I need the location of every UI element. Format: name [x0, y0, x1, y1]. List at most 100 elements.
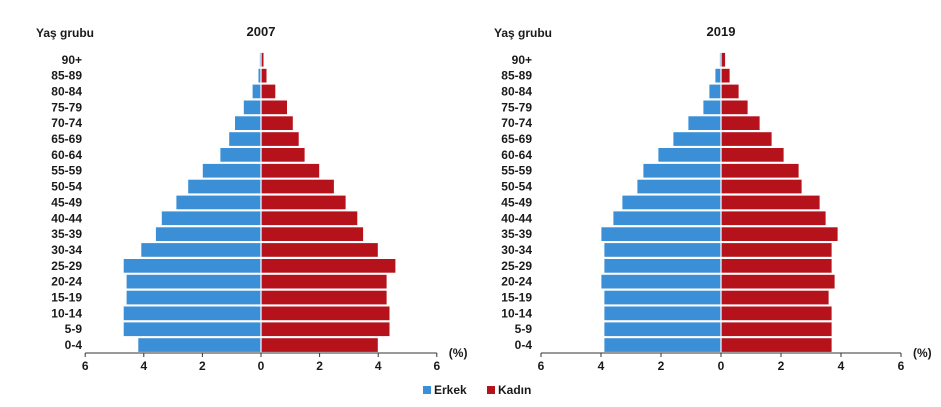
age-label-45-49: 45-49 — [501, 195, 532, 209]
bar-erkek-45-49 — [175, 194, 262, 211]
age-label-70-74: 70-74 — [501, 116, 532, 130]
bar-erkek-0-4 — [603, 337, 722, 353]
bar-kadin-85-89 — [720, 68, 731, 84]
bar-kadin-80-84 — [260, 83, 277, 100]
x-tick-label: 2 — [199, 359, 206, 373]
bar-erkek-75-79 — [242, 99, 262, 115]
age-label-45-49: 45-49 — [51, 195, 82, 209]
age-label-50-54: 50-54 — [501, 180, 532, 194]
age-label-65-69: 65-69 — [501, 132, 532, 146]
bar-kadin-20-24 — [720, 273, 836, 290]
bar-erkek-5-9 — [603, 321, 722, 337]
bar-kadin-65-69 — [720, 131, 773, 147]
bar-erkek-55-59 — [642, 163, 722, 179]
bar-erkek-35-39 — [155, 226, 262, 242]
x-tick-label: 0 — [258, 359, 265, 373]
legend-swatch-erkek — [423, 386, 431, 394]
age-label-10-14: 10-14 — [501, 306, 532, 320]
bar-erkek-20-24 — [600, 273, 722, 290]
bar-erkek-20-24 — [125, 273, 262, 290]
x-tick-label: 4 — [375, 359, 382, 373]
bar-erkek-10-14 — [603, 305, 722, 322]
legend: Erkek Kadın — [423, 383, 531, 397]
legend-swatch-kadin — [487, 386, 495, 394]
bar-kadin-0-4 — [720, 337, 833, 353]
x-tick-label: 2 — [658, 359, 665, 373]
age-label-20-24: 20-24 — [501, 275, 532, 289]
age-label-85-89: 85-89 — [501, 69, 532, 83]
age-label-70-74: 70-74 — [51, 116, 82, 130]
age-label-0-4: 0-4 — [515, 338, 533, 352]
age-label-80-84: 80-84 — [501, 85, 532, 99]
bar-erkek-40-44 — [160, 210, 262, 226]
bar-kadin-50-54 — [720, 178, 803, 195]
age-label-55-59: 55-59 — [501, 164, 532, 178]
bar-erkek-40-44 — [612, 210, 722, 226]
bar-kadin-30-34 — [720, 242, 833, 258]
bar-erkek-65-69 — [228, 131, 262, 147]
age-label-30-34: 30-34 — [51, 243, 82, 257]
bar-kadin-35-39 — [720, 226, 839, 242]
bar-kadin-60-64 — [720, 147, 785, 163]
bar-kadin-10-14 — [260, 305, 391, 322]
age-label-5-9: 5-9 — [65, 322, 83, 336]
bar-kadin-15-19 — [720, 289, 830, 306]
bar-kadin-75-79 — [260, 99, 288, 115]
bar-erkek-55-59 — [201, 163, 262, 179]
bar-erkek-10-14 — [122, 305, 262, 322]
bar-kadin-65-69 — [260, 131, 300, 147]
age-label-5-9: 5-9 — [515, 322, 533, 336]
bar-erkek-60-64 — [657, 147, 722, 163]
bar-kadin-45-49 — [260, 194, 347, 211]
bar-kadin-70-74 — [260, 115, 294, 131]
bar-kadin-25-29 — [720, 258, 833, 274]
bar-kadin-5-9 — [260, 321, 391, 337]
bar-kadin-15-19 — [260, 289, 388, 306]
bar-kadin-60-64 — [260, 147, 306, 163]
age-label-55-59: 55-59 — [51, 164, 82, 178]
chart-title: 2019 — [707, 24, 736, 39]
age-label-85-89: 85-89 — [51, 69, 82, 83]
age-label-10-14: 10-14 — [51, 306, 82, 320]
age-label-25-29: 25-29 — [501, 259, 532, 273]
bar-erkek-50-54 — [636, 178, 722, 195]
bar-kadin-75-79 — [720, 99, 749, 115]
bar-erkek-25-29 — [603, 258, 722, 274]
bar-kadin-45-49 — [720, 194, 821, 211]
bar-erkek-15-19 — [125, 289, 262, 306]
bar-erkek-70-74 — [687, 115, 722, 131]
age-label-90+: 90+ — [62, 53, 82, 67]
x-axis-unit: (%) — [913, 346, 932, 360]
bar-kadin-30-34 — [260, 242, 379, 258]
x-tick-label: 0 — [718, 359, 725, 373]
bar-kadin-25-29 — [260, 258, 397, 274]
legend-label-erkek: Erkek — [434, 383, 467, 397]
bar-erkek-45-49 — [621, 194, 722, 211]
x-tick-label: 6 — [82, 359, 89, 373]
x-axis-unit: (%) — [449, 346, 468, 360]
x-tick-label: 6 — [433, 359, 440, 373]
bar-kadin-55-59 — [260, 163, 320, 179]
bar-kadin-85-89 — [260, 68, 268, 84]
bar-erkek-25-29 — [122, 258, 262, 274]
age-label-60-64: 60-64 — [501, 148, 532, 162]
bar-erkek-30-34 — [140, 242, 262, 258]
age-label-0-4: 0-4 — [65, 338, 83, 352]
bar-kadin-40-44 — [260, 210, 359, 226]
bar-kadin-70-74 — [720, 115, 761, 131]
bar-kadin-55-59 — [720, 163, 800, 179]
bar-erkek-80-84 — [708, 83, 722, 100]
age-label-40-44: 40-44 — [51, 211, 82, 225]
age-label-20-24: 20-24 — [51, 275, 82, 289]
x-tick-label: 2 — [316, 359, 323, 373]
bar-kadin-40-44 — [720, 210, 827, 226]
x-tick-label: 6 — [898, 359, 905, 373]
age-label-75-79: 75-79 — [51, 100, 82, 114]
bar-erkek-50-54 — [187, 178, 262, 195]
bar-erkek-15-19 — [603, 289, 722, 306]
age-label-35-39: 35-39 — [51, 227, 82, 241]
bar-erkek-30-34 — [603, 242, 722, 258]
